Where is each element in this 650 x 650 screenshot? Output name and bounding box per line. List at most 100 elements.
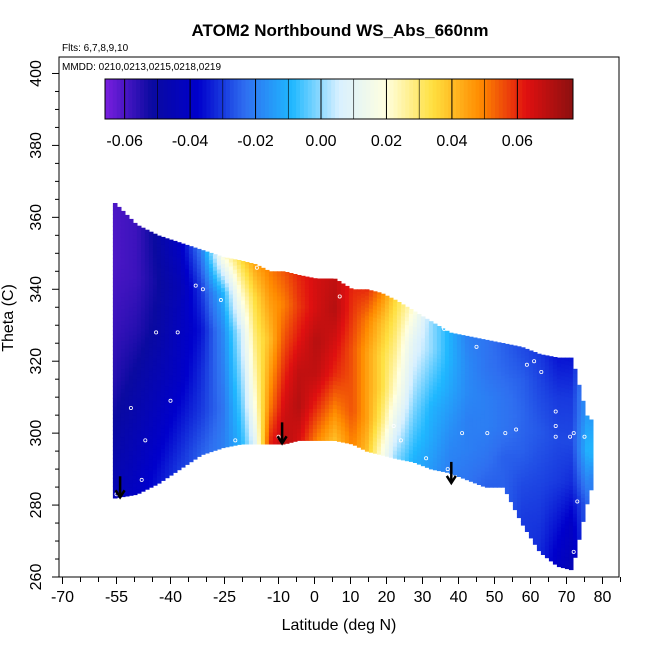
- heatmap-cell: [508, 445, 514, 451]
- heatmap-cell: [164, 433, 170, 439]
- heatmap-cell: [156, 295, 162, 300]
- heatmap-cell: [192, 319, 198, 324]
- heatmap-cell: [120, 384, 126, 390]
- heatmap-cell: [368, 292, 374, 297]
- heatmap-cell: [472, 402, 478, 408]
- heatmap-cell: [372, 317, 378, 322]
- heatmap-cell: [292, 349, 298, 354]
- heatmap-cell: [264, 367, 270, 373]
- heatmap-cell: [212, 382, 218, 387]
- heatmap-cell: [220, 279, 226, 285]
- heatmap-cell: [504, 373, 510, 379]
- heatmap-cell: [144, 485, 150, 490]
- heatmap-cell: [220, 355, 226, 361]
- heatmap-cell: [192, 275, 198, 280]
- heatmap-cell: [140, 467, 146, 472]
- heatmap-cell: [144, 381, 150, 386]
- heatmap-cell: [152, 253, 158, 258]
- heatmap-cell: [528, 533, 534, 539]
- heatmap-cell: [496, 435, 502, 440]
- heatmap-cell: [228, 409, 234, 415]
- heatmap-cell: [508, 441, 514, 447]
- heatmap-cell: [136, 409, 142, 414]
- heatmap-cell: [272, 311, 278, 317]
- heatmap-cell: [496, 342, 502, 344]
- heatmap-cell: [512, 429, 518, 435]
- heatmap-cell: [268, 403, 274, 409]
- heatmap-cell: [280, 299, 286, 305]
- heatmap-cell: [520, 409, 526, 414]
- heatmap-cell: [408, 329, 414, 334]
- heatmap-cell: [192, 283, 198, 288]
- heatmap-cell: [404, 416, 410, 422]
- heatmap-cell: [468, 345, 474, 350]
- heatmap-cell: [400, 351, 406, 357]
- heatmap-cell: [268, 295, 274, 301]
- heatmap-cell: [456, 372, 462, 377]
- heatmap-cell: [508, 433, 514, 439]
- heatmap-cell: [396, 431, 402, 436]
- heatmap-cell: [288, 366, 294, 371]
- heatmap-cell: [264, 295, 270, 301]
- heatmap-cell: [176, 437, 182, 443]
- heatmap-cell: [452, 338, 458, 344]
- heatmap-cell: [432, 393, 438, 399]
- heatmap-cell: [296, 416, 302, 421]
- heatmap-cell: [484, 463, 490, 468]
- heatmap-cell: [496, 411, 502, 416]
- heatmap-cell: [116, 373, 122, 378]
- heatmap-cell: [192, 415, 198, 420]
- heatmap-cell: [536, 370, 542, 376]
- heatmap-cell: [176, 285, 182, 291]
- heatmap-cell: [252, 347, 258, 353]
- heatmap-cell: [452, 422, 458, 428]
- heatmap-cell: [272, 383, 278, 389]
- heatmap-cell: [520, 421, 526, 426]
- heatmap-cell: [372, 369, 378, 374]
- heatmap-cell: [464, 343, 470, 349]
- heatmap-cell: [160, 464, 166, 469]
- heatmap-cell: [380, 439, 386, 444]
- heatmap-cell: [524, 455, 530, 460]
- heatmap-cell: [168, 439, 174, 444]
- heatmap-cell: [180, 319, 186, 324]
- heatmap-cell: [116, 245, 122, 250]
- heatmap-cell: [336, 389, 342, 394]
- heatmap-cell: [168, 291, 174, 296]
- heatmap-cell: [236, 384, 242, 389]
- heatmap-cell: [516, 493, 522, 499]
- heatmap-cell: [240, 383, 246, 389]
- heatmap-cell: [492, 391, 498, 396]
- heatmap-cell: [472, 338, 478, 344]
- heatmap-cell: [304, 348, 310, 353]
- heatmap-cell: [188, 333, 194, 339]
- heatmap-cell: [200, 326, 206, 331]
- heatmap-cell: [384, 328, 390, 333]
- heatmap-cell: [456, 336, 462, 341]
- heatmap-cell: [256, 399, 262, 405]
- heatmap-cell: [388, 417, 394, 422]
- heatmap-cell: [116, 257, 122, 262]
- heatmap-cell: [136, 429, 142, 434]
- heatmap-cell: [520, 501, 526, 506]
- heatmap-cell: [184, 368, 190, 373]
- heatmap-cell: [320, 396, 326, 401]
- heatmap-cell: [408, 309, 414, 310]
- heatmap-cell: [240, 375, 246, 381]
- heatmap-cell: [544, 489, 550, 495]
- heatmap-cell: [196, 276, 202, 281]
- heatmap-cell: [160, 240, 166, 245]
- heatmap-cell: [140, 411, 146, 416]
- heatmap-cell: [344, 414, 350, 420]
- heatmap-cell: [220, 331, 226, 337]
- heatmap-cell: [320, 304, 326, 309]
- heatmap-cell: [204, 424, 210, 430]
- heatmap-cell: [544, 501, 550, 507]
- heatmap-cell: [456, 340, 462, 345]
- heatmap-cell: [404, 344, 410, 350]
- heatmap-cell: [232, 405, 238, 410]
- heatmap-cell: [380, 323, 386, 328]
- heatmap-cell: [428, 420, 434, 426]
- heatmap-cell: [296, 408, 302, 413]
- heatmap-cell: [112, 317, 118, 323]
